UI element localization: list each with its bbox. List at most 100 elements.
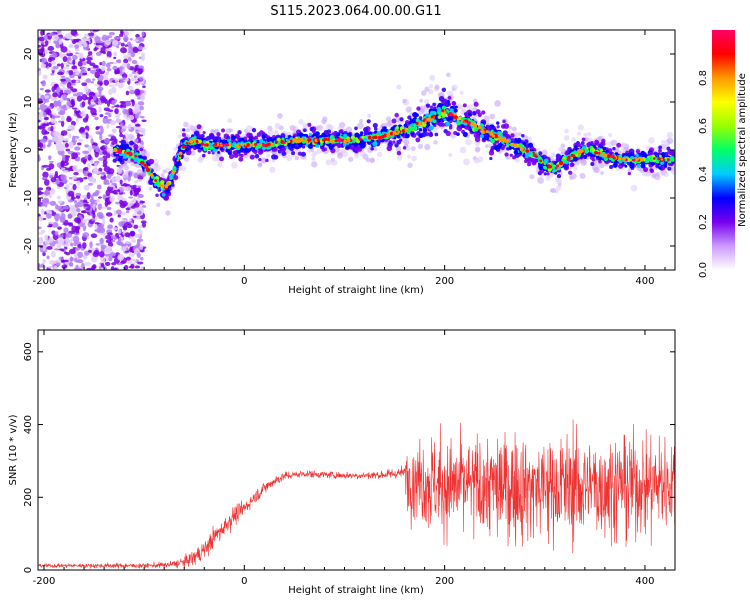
ridge-blob bbox=[189, 124, 194, 129]
ridge-blob bbox=[112, 158, 117, 163]
ridge-blob bbox=[467, 112, 472, 117]
noise-speckle bbox=[137, 261, 144, 265]
noise-speckle bbox=[100, 267, 105, 270]
ridge-blob bbox=[219, 156, 224, 162]
ridge-blob bbox=[326, 129, 332, 134]
noise-speckle bbox=[48, 155, 52, 161]
noise-speckle bbox=[46, 255, 50, 260]
noise-speckle bbox=[138, 225, 143, 229]
ridge-blob bbox=[404, 133, 410, 139]
ridge-blob bbox=[366, 113, 372, 119]
noise-speckle bbox=[60, 87, 67, 91]
ridge-blob bbox=[612, 146, 616, 151]
ridge-blob bbox=[551, 188, 557, 194]
noise-speckle bbox=[49, 260, 56, 265]
noise-speckle bbox=[133, 201, 140, 208]
noise-speckle bbox=[41, 176, 48, 180]
ridge-blob bbox=[360, 143, 366, 149]
ridge-blob bbox=[527, 158, 532, 164]
ridge-blob bbox=[666, 131, 674, 139]
noise-speckle bbox=[58, 38, 63, 45]
spectrogram-heatmap bbox=[38, 30, 675, 270]
noise-speckle bbox=[82, 150, 89, 155]
noise-speckle bbox=[101, 34, 108, 42]
ridge-blob bbox=[363, 137, 368, 142]
noise-speckle bbox=[128, 220, 133, 223]
noise-speckle bbox=[139, 200, 146, 204]
ridge-blob bbox=[568, 170, 573, 175]
ridge-blob bbox=[489, 113, 496, 120]
noise-speckle bbox=[120, 30, 124, 35]
noise-speckle bbox=[123, 223, 127, 230]
ridge-blob bbox=[544, 166, 548, 170]
noise-speckle bbox=[115, 114, 120, 119]
ridge-blob bbox=[285, 145, 289, 149]
ridge-blob bbox=[438, 96, 445, 102]
noise-speckle bbox=[109, 217, 114, 223]
noise-speckle bbox=[136, 215, 140, 220]
ridge-blob bbox=[162, 169, 167, 174]
ridge-blob bbox=[160, 173, 165, 178]
ridge-blob bbox=[572, 166, 578, 171]
ridge-blob bbox=[650, 161, 655, 166]
ridge-blob bbox=[580, 141, 585, 145]
noise-speckle bbox=[52, 114, 56, 120]
ridge-blob bbox=[286, 155, 292, 162]
noise-speckle bbox=[95, 170, 102, 175]
noise-speckle bbox=[135, 33, 140, 38]
ridge-blob bbox=[422, 128, 428, 133]
ridge-blob bbox=[501, 124, 506, 129]
ridge-blob bbox=[425, 103, 431, 108]
noise-speckle bbox=[131, 239, 137, 243]
noise-speckle bbox=[38, 92, 42, 97]
noise-speckle bbox=[56, 63, 62, 67]
noise-speckle bbox=[82, 72, 88, 76]
ridge-blob bbox=[438, 91, 445, 98]
ridge-blob bbox=[316, 124, 324, 132]
noise-speckle bbox=[51, 112, 57, 116]
noise-speckle bbox=[133, 224, 139, 229]
noise-speckle bbox=[104, 112, 111, 115]
noise-speckle bbox=[57, 238, 64, 245]
noise-speckle bbox=[115, 118, 122, 124]
noise-speckle bbox=[50, 250, 56, 258]
noise-speckle bbox=[81, 133, 87, 138]
noise-speckle bbox=[38, 107, 42, 110]
ridge-blob bbox=[605, 149, 609, 153]
noise-speckle bbox=[41, 203, 46, 207]
noise-speckle bbox=[40, 195, 47, 198]
noise-speckle bbox=[47, 225, 53, 228]
ridge-blob bbox=[601, 141, 606, 147]
noise-speckle bbox=[38, 141, 42, 148]
noise-speckle bbox=[38, 263, 41, 270]
ridge-blob bbox=[339, 129, 344, 134]
noise-speckle bbox=[76, 259, 84, 264]
ridge-blob bbox=[148, 186, 153, 191]
noise-speckle bbox=[109, 195, 115, 203]
ridge-blob bbox=[577, 124, 584, 131]
ridge-blob bbox=[385, 116, 392, 122]
ridge-blob bbox=[477, 112, 482, 117]
noise-speckle bbox=[45, 209, 52, 214]
ridge-blob bbox=[297, 151, 302, 156]
ridge-blob bbox=[129, 140, 134, 146]
noise-speckle bbox=[38, 67, 42, 72]
ridge-blob bbox=[425, 113, 429, 117]
noise-speckle bbox=[63, 66, 70, 70]
ridge-blob bbox=[203, 147, 208, 152]
ridge-blob bbox=[165, 210, 171, 216]
noise-speckle bbox=[86, 56, 93, 61]
noise-speckle bbox=[57, 234, 64, 238]
ridge-blob bbox=[345, 126, 353, 133]
ridge-blob bbox=[300, 151, 306, 157]
noise-speckle bbox=[43, 116, 49, 121]
ridge-blob bbox=[473, 132, 480, 139]
noise-speckle bbox=[104, 39, 112, 46]
ridge-blob bbox=[442, 105, 446, 110]
noise-speckle bbox=[71, 210, 77, 217]
ridge-blob bbox=[456, 132, 460, 137]
noise-speckle bbox=[94, 228, 101, 232]
noise-speckle bbox=[40, 208, 45, 215]
ridge-blob bbox=[197, 156, 204, 163]
noise-speckle bbox=[103, 182, 110, 185]
